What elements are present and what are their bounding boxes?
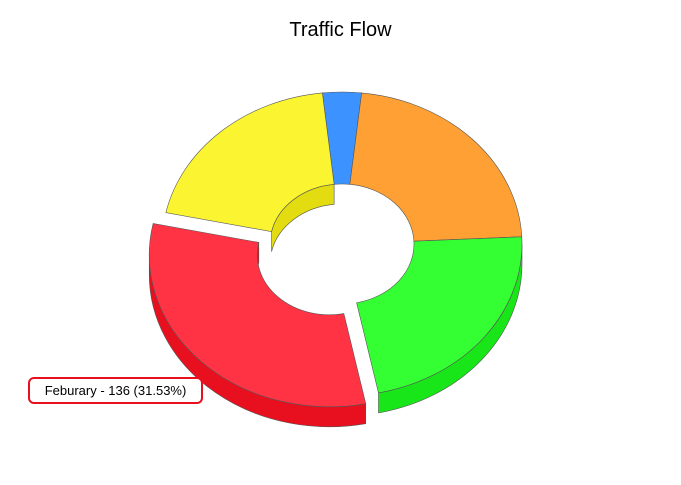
slice-feburary[interactable] xyxy=(148,223,367,408)
slice-tops xyxy=(148,91,523,408)
slice-slice-3[interactable] xyxy=(356,236,523,394)
slice-slice-2[interactable] xyxy=(349,92,523,242)
chart-title: Traffic Flow xyxy=(289,19,392,41)
slice-slice-5[interactable] xyxy=(165,92,335,232)
slice-tooltip: Feburary - 136 (31.53%) xyxy=(28,377,203,404)
